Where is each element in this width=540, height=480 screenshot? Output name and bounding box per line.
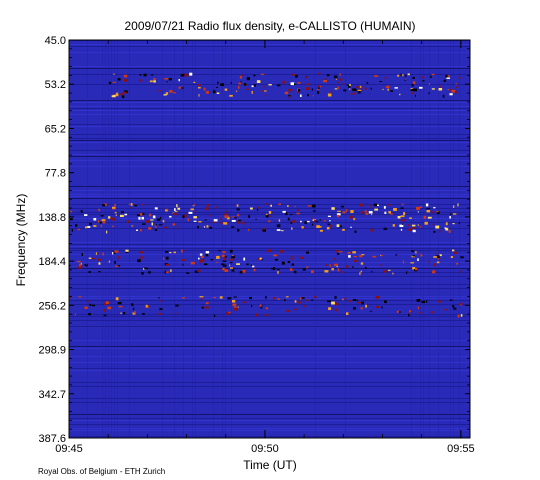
x-axis-label: Time (UT) [243,458,297,472]
x-tick-label: 09:50 [251,443,279,455]
x-tick-label: 09:45 [55,443,83,455]
y-axis-ticks: 45.0 53.2 65.2 77.8 138.8 184.4 256.2 298.9 342.… [38,35,470,445]
spectrogram-plot-area [68,39,471,439]
emission-band-2 [69,249,464,275]
y-tick-label: 65.2 [45,123,66,135]
emission-band-1 [70,203,460,234]
y-tick-label: 342.7 [38,389,66,401]
plot-frame [68,39,471,439]
x-tick-label: 09:55 [447,443,475,455]
y-tick-label: 45.0 [45,35,66,47]
y-tick-label: 298.9 [38,345,66,357]
y-tick-label: 387.6 [38,433,66,445]
y-tick-label: 77.8 [45,168,66,180]
credit-footer: Royal Obs. of Belgium - ETH Zurich [38,467,165,476]
y-tick-label: 184.4 [38,256,66,268]
y-tick-label: 138.8 [38,212,66,224]
chart-title: 2009/07/21 Radio flux density, e-CALLIST… [124,19,415,33]
y-axis-label: Frequency (MHz) [14,194,28,287]
y-tick-label: 256.2 [38,300,66,312]
y-tick-label: 53.2 [45,79,66,91]
x-axis-ticks: 09:45 09:50 09:55 [55,40,475,455]
emission-band-3 [69,295,463,318]
emission-band-0 [108,72,461,99]
